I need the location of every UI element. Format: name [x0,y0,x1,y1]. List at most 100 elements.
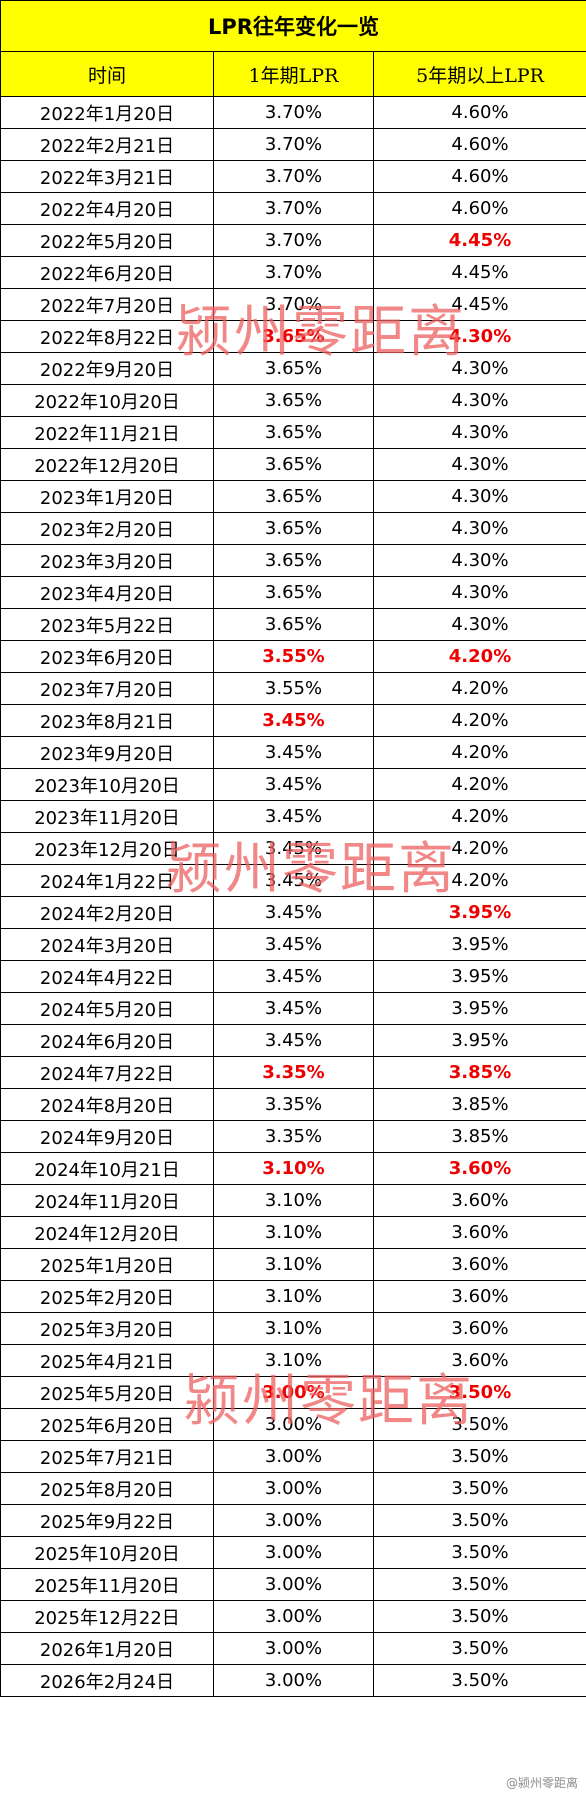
lpr-1y-cell: 3.55% [213,672,374,705]
lpr-1y-cell: 3.55% [213,640,374,673]
lpr-5y-cell: 3.50% [372,1536,586,1569]
lpr-1y-cell: 3.45% [213,960,374,993]
date-cell: 2023年8月21日 [0,704,214,737]
date-cell: 2023年5月22日 [0,608,214,641]
lpr-5y-cell: 3.50% [372,1440,586,1473]
lpr-1y-cell: 3.10% [213,1152,374,1185]
lpr-5y-cell: 3.60% [372,1152,586,1185]
table-row: 2025年4月21日 3.10% 3.60% [0,1344,586,1377]
lpr-5y-cell: 4.20% [372,672,586,705]
lpr-5y-cell: 4.30% [372,352,586,385]
date-cell: 2023年12月20日 [0,832,214,865]
lpr-5y-cell: 4.60% [372,192,586,225]
table-row: 2025年7月21日 3.00% 3.50% [0,1440,586,1473]
table-body: 2022年1月20日 3.70% 4.60% 2022年2月21日 3.70% 4.60%… [0,96,586,1697]
date-cell: 2025年7月21日 [0,1440,214,1473]
lpr-1y-cell: 3.70% [213,128,374,161]
table-row: 2024年3月20日 3.45% 3.95% [0,928,586,961]
lpr-5y-cell: 3.50% [372,1664,586,1697]
lpr-1y-cell: 3.10% [213,1280,374,1313]
header-lpr-1y: 1年期LPR [213,51,374,97]
lpr-1y-cell: 3.70% [213,256,374,289]
lpr-1y-cell: 3.45% [213,992,374,1025]
table-row: 2024年5月20日 3.45% 3.95% [0,992,586,1025]
lpr-5y-cell: 4.30% [372,544,586,577]
lpr-5y-cell: 3.95% [372,992,586,1025]
date-cell: 2025年2月20日 [0,1280,214,1313]
date-cell: 2023年10月20日 [0,768,214,801]
lpr-5y-cell: 3.60% [372,1280,586,1313]
date-cell: 2022年10月20日 [0,384,214,417]
lpr-1y-cell: 3.65% [213,448,374,481]
date-cell: 2025年10月20日 [0,1536,214,1569]
table-row: 2022年6月20日 3.70% 4.45% [0,256,586,289]
date-cell: 2024年12月20日 [0,1216,214,1249]
table-row: 2025年3月20日 3.10% 3.60% [0,1312,586,1345]
date-cell: 2022年2月21日 [0,128,214,161]
lpr-1y-cell: 3.10% [213,1312,374,1345]
lpr-5y-cell: 3.50% [372,1504,586,1537]
date-cell: 2025年11月20日 [0,1568,214,1601]
table-row: 2023年11月20日 3.45% 4.20% [0,800,586,833]
date-cell: 2022年3月21日 [0,160,214,193]
lpr-1y-cell: 3.00% [213,1408,374,1441]
table-row: 2022年8月22日 3.65% 4.30% [0,320,586,353]
lpr-5y-cell: 4.20% [372,768,586,801]
lpr-5y-cell: 3.85% [372,1056,586,1089]
lpr-1y-cell: 3.45% [213,896,374,929]
lpr-1y-cell: 3.45% [213,800,374,833]
date-cell: 2024年4月22日 [0,960,214,993]
date-cell: 2026年1月20日 [0,1632,214,1665]
lpr-1y-cell: 3.65% [213,480,374,513]
table-row: 2022年5月20日 3.70% 4.45% [0,224,586,257]
lpr-1y-cell: 3.00% [213,1600,374,1633]
table-row: 2022年10月20日 3.65% 4.30% [0,384,586,417]
table-row: 2023年6月20日 3.55% 4.20% [0,640,586,673]
date-cell: 2023年2月20日 [0,512,214,545]
lpr-1y-cell: 3.10% [213,1184,374,1217]
lpr-5y-cell: 4.20% [372,800,586,833]
lpr-5y-cell: 4.20% [372,640,586,673]
lpr-5y-cell: 4.30% [372,608,586,641]
table-row: 2022年2月21日 3.70% 4.60% [0,128,586,161]
lpr-5y-cell: 3.95% [372,960,586,993]
lpr-5y-cell: 4.30% [372,416,586,449]
lpr-5y-cell: 3.85% [372,1088,586,1121]
date-cell: 2024年1月22日 [0,864,214,897]
lpr-1y-cell: 3.65% [213,384,374,417]
date-cell: 2022年1月20日 [0,96,214,129]
lpr-1y-cell: 3.10% [213,1216,374,1249]
lpr-5y-cell: 3.60% [372,1248,586,1281]
header-lpr-5y: 5年期以上LPR [372,51,586,97]
lpr-1y-cell: 3.70% [213,224,374,257]
table-row: 2024年8月20日 3.35% 3.85% [0,1088,586,1121]
lpr-1y-cell: 3.00% [213,1440,374,1473]
lpr-1y-cell: 3.65% [213,512,374,545]
table-row: 2022年1月20日 3.70% 4.60% [0,96,586,129]
lpr-5y-cell: 3.95% [372,1024,586,1057]
date-cell: 2024年9月20日 [0,1120,214,1153]
table-row: 2023年3月20日 3.65% 4.30% [0,544,586,577]
lpr-sheet: LPR往年变化一览 时间 1年期LPR 5年期以上LPR 2022年1月20日 3… [0,0,586,1697]
table-row: 2022年12月20日 3.65% 4.30% [0,448,586,481]
table-row: 2024年9月20日 3.35% 3.85% [0,1120,586,1153]
table-row: 2025年6月20日 3.00% 3.50% [0,1408,586,1441]
lpr-5y-cell: 4.20% [372,736,586,769]
lpr-5y-cell: 4.30% [372,384,586,417]
date-cell: 2024年2月20日 [0,896,214,929]
lpr-1y-cell: 3.00% [213,1376,374,1409]
date-cell: 2023年7月20日 [0,672,214,705]
table-row: 2025年12月22日 3.00% 3.50% [0,1600,586,1633]
lpr-1y-cell: 3.35% [213,1120,374,1153]
lpr-5y-cell: 4.30% [372,448,586,481]
header-row: 时间 1年期LPR 5年期以上LPR [0,51,586,97]
lpr-1y-cell: 3.45% [213,928,374,961]
date-cell: 2025年9月22日 [0,1504,214,1537]
lpr-5y-cell: 4.45% [372,288,586,321]
date-cell: 2023年1月20日 [0,480,214,513]
lpr-1y-cell: 3.70% [213,160,374,193]
lpr-5y-cell: 4.20% [372,864,586,897]
date-cell: 2026年2月24日 [0,1664,214,1697]
lpr-5y-cell: 4.20% [372,704,586,737]
date-cell: 2022年6月20日 [0,256,214,289]
